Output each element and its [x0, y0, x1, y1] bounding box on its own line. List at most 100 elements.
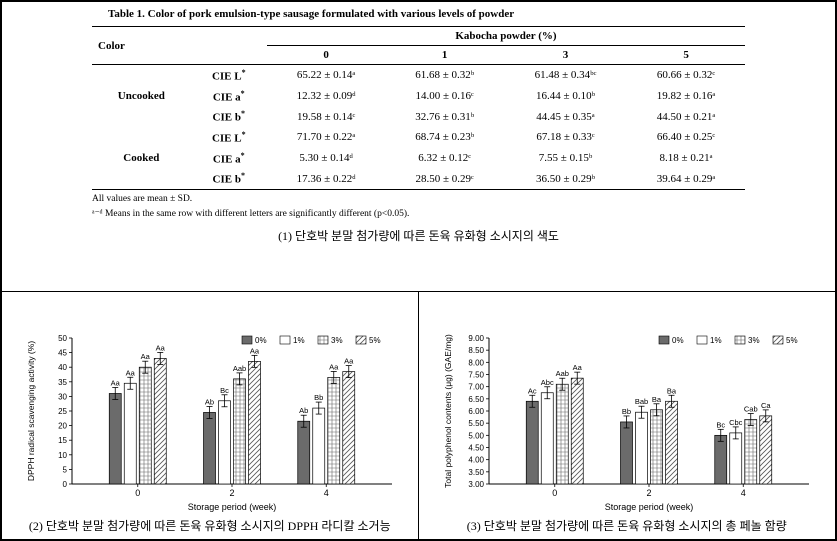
svg-text:Aab: Aab	[555, 369, 568, 378]
table-corner: Color	[92, 27, 267, 65]
polyphenol-chart: 3.003.504.004.505.005.506.006.507.007.50…	[437, 324, 817, 514]
svg-text:5%: 5%	[369, 336, 381, 345]
col-header: 0	[267, 46, 386, 65]
group-label: Cooked	[92, 127, 191, 189]
cell: 61.68 ± 0.32ᵇ	[385, 65, 504, 86]
svg-text:Aa: Aa	[572, 363, 582, 372]
svg-text:0: 0	[135, 488, 140, 498]
svg-text:35: 35	[58, 378, 67, 387]
svg-text:8.50: 8.50	[468, 346, 484, 355]
cell: 17.36 ± 0.22ᵈ	[267, 168, 386, 189]
svg-text:Bc: Bc	[220, 386, 229, 395]
footnote-2: ᵃ⁻ᵈ Means in the same row with different…	[92, 208, 745, 219]
cell: 6.32 ± 0.12ᶜ	[385, 148, 504, 169]
cell: 71.70 ± 0.22ᵃ	[267, 127, 386, 148]
svg-text:5: 5	[62, 466, 67, 475]
svg-text:10: 10	[58, 451, 67, 460]
color-table: Color Kabocha powder (%) 0135 UncookedCI…	[92, 26, 745, 190]
col-header: 1	[385, 46, 504, 65]
group-label: Uncooked	[92, 65, 191, 127]
svg-text:Ac: Ac	[528, 386, 537, 395]
svg-text:0: 0	[552, 488, 557, 498]
svg-text:Ab: Ab	[205, 398, 214, 407]
svg-text:Aa: Aa	[110, 379, 120, 388]
cell: 8.18 ± 0.21ᵃ	[627, 148, 745, 169]
param-label: CIE b*	[191, 106, 267, 127]
svg-text:Aa: Aa	[140, 352, 150, 361]
svg-text:0%: 0%	[255, 336, 267, 345]
svg-text:Bab: Bab	[635, 397, 648, 406]
svg-text:Aab: Aab	[233, 364, 246, 373]
cell: 19.82 ± 0.16ᵃ	[627, 86, 745, 107]
svg-text:6.00: 6.00	[468, 407, 484, 416]
param-label: CIE L*	[191, 65, 267, 86]
svg-text:3.00: 3.00	[468, 480, 484, 489]
svg-text:5.50: 5.50	[468, 419, 484, 428]
svg-text:Ab: Ab	[299, 406, 308, 415]
svg-text:Ba: Ba	[667, 386, 677, 395]
cell: 60.66 ± 0.32ᶜ	[627, 65, 745, 86]
param-label: CIE a*	[191, 86, 267, 107]
svg-text:2: 2	[646, 488, 651, 498]
svg-text:8.00: 8.00	[468, 359, 484, 368]
svg-text:4: 4	[740, 488, 745, 498]
svg-text:3%: 3%	[331, 336, 343, 345]
svg-text:Storage period (week): Storage period (week)	[604, 502, 693, 512]
svg-text:Abc: Abc	[541, 378, 554, 387]
table-header-group: Kabocha powder (%)	[267, 27, 745, 46]
table-caption-kr: (1) 단호박 분말 첨가량에 따른 돈육 유화형 소시지의 색도	[92, 227, 745, 244]
cell: 44.45 ± 0.35ᵃ	[504, 106, 627, 127]
svg-text:7.50: 7.50	[468, 371, 484, 380]
svg-text:Ba: Ba	[652, 395, 662, 404]
svg-text:5.00: 5.00	[468, 432, 484, 441]
svg-text:Aa: Aa	[344, 357, 354, 366]
svg-text:Aa: Aa	[329, 363, 339, 372]
svg-text:Cbc: Cbc	[729, 418, 743, 427]
chart3-caption: (3) 단호박 분말 첨가량에 따른 돈육 유화형 소시지의 총 페놀 함량	[429, 518, 826, 535]
svg-text:Ca: Ca	[761, 401, 771, 410]
cell: 16.44 ± 0.10ᵇ	[504, 86, 627, 107]
svg-text:25: 25	[58, 407, 67, 416]
cell: 68.74 ± 0.23ᵇ	[385, 127, 504, 148]
svg-text:4.00: 4.00	[468, 456, 484, 465]
col-header: 3	[504, 46, 627, 65]
svg-text:5%: 5%	[786, 336, 798, 345]
cell: 19.58 ± 0.14ᶜ	[267, 106, 386, 127]
svg-text:40: 40	[58, 363, 67, 372]
svg-text:6.50: 6.50	[468, 395, 484, 404]
svg-text:45: 45	[58, 349, 67, 358]
cell: 12.32 ± 0.09ᵈ	[267, 86, 386, 107]
cell: 14.00 ± 0.16ᶜ	[385, 86, 504, 107]
svg-text:2: 2	[229, 488, 234, 498]
svg-text:Storage period (week): Storage period (week)	[187, 502, 276, 512]
svg-text:0: 0	[62, 480, 67, 489]
svg-text:Bb: Bb	[314, 393, 323, 402]
cell: 61.48 ± 0.34ᵇᶜ	[504, 65, 627, 86]
footnote-1: All values are mean ± SD.	[92, 194, 745, 204]
svg-text:Cab: Cab	[744, 405, 758, 414]
svg-text:4: 4	[323, 488, 328, 498]
svg-text:4.50: 4.50	[468, 444, 484, 453]
param-label: CIE L*	[191, 127, 267, 148]
svg-text:Aa: Aa	[155, 344, 165, 353]
svg-text:1%: 1%	[710, 336, 722, 345]
svg-text:50: 50	[58, 334, 67, 343]
svg-text:3.50: 3.50	[468, 468, 484, 477]
cell: 44.50 ± 0.21ᵃ	[627, 106, 745, 127]
cell: 5.30 ± 0.14ᵈ	[267, 148, 386, 169]
svg-text:Aa: Aa	[250, 347, 260, 356]
svg-text:Bc: Bc	[716, 421, 725, 430]
cell: 66.40 ± 0.25ᶜ	[627, 127, 745, 148]
col-header: 5	[627, 46, 745, 65]
svg-text:15: 15	[58, 436, 67, 445]
svg-text:30: 30	[58, 393, 67, 402]
svg-text:Total polyphenol contents (μg): Total polyphenol contents (μg) (GAE/mg)	[443, 334, 453, 488]
chart2-caption: (2) 단호박 분말 첨가량에 따른 돈육 유화형 소시지의 DPPH 라디칼 …	[12, 518, 408, 535]
cell: 65.22 ± 0.14ᵃ	[267, 65, 386, 86]
svg-text:20: 20	[58, 422, 67, 431]
dpph-chart: 05101520253035404550DPPH radical scaveng…	[20, 324, 400, 514]
svg-text:DPPH radical scavenging activi: DPPH radical scavenging activity (%)	[26, 341, 36, 481]
cell: 36.50 ± 0.29ᵇ	[504, 168, 627, 189]
svg-text:1%: 1%	[293, 336, 305, 345]
cell: 28.50 ± 0.29ᶜ	[385, 168, 504, 189]
